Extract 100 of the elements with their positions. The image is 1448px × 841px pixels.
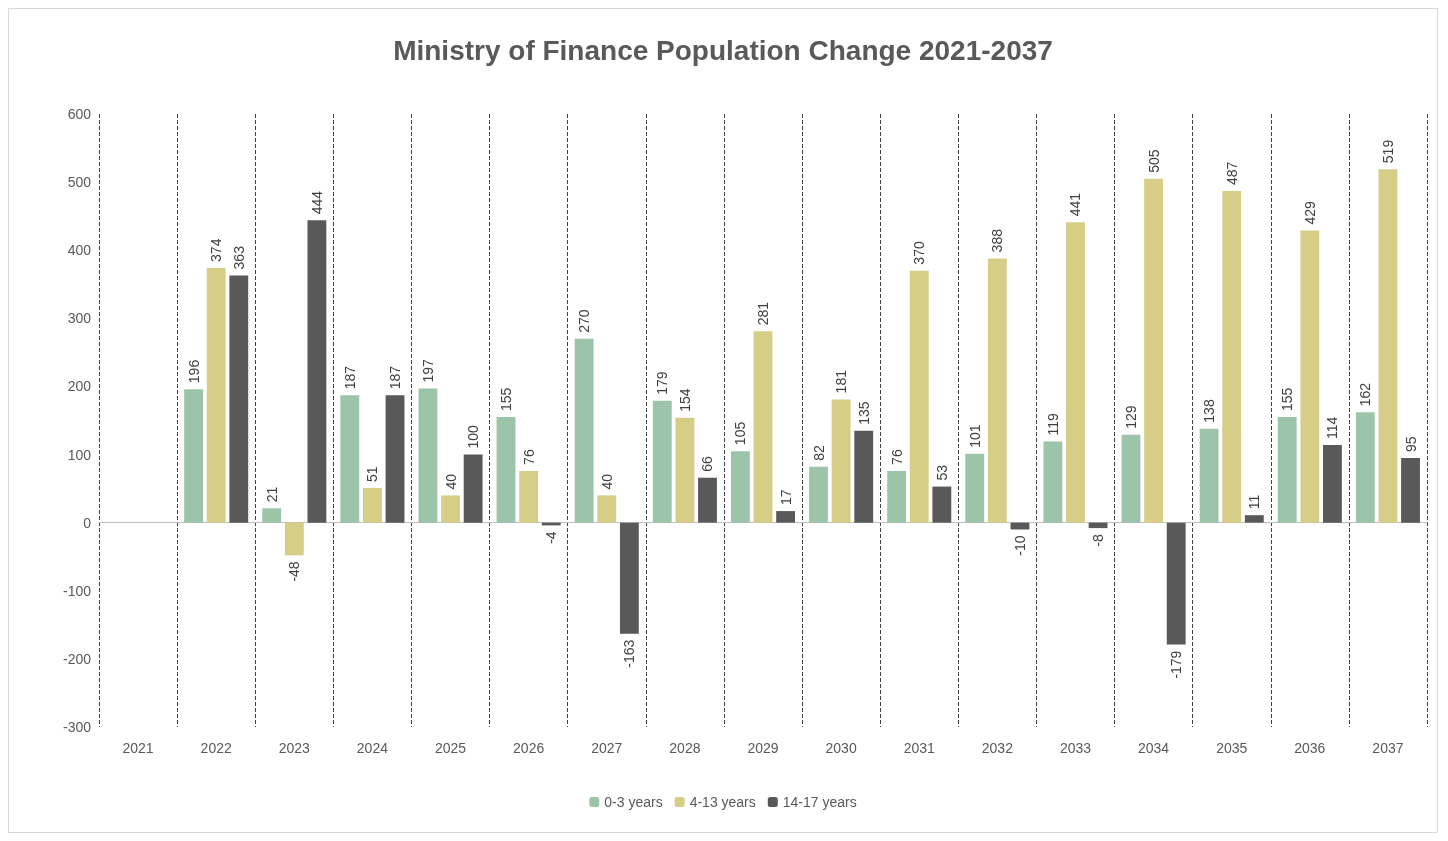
bar [698, 477, 717, 523]
bar [652, 400, 672, 523]
data-label: 100 [465, 424, 482, 449]
legend-label: 0-3 years [604, 794, 663, 810]
bar [184, 389, 203, 523]
data-label: 135 [855, 401, 872, 425]
x-tick-label: 2033 [1059, 740, 1092, 756]
data-label: 155 [1279, 387, 1296, 412]
bar [340, 395, 360, 523]
data-label: 487 [1223, 161, 1240, 185]
bar [1199, 428, 1219, 523]
data-label: 76 [888, 449, 905, 465]
bar [909, 270, 929, 523]
data-label: 441 [1067, 192, 1084, 217]
bar [809, 466, 828, 523]
data-label: 370 [911, 241, 928, 265]
data-label: 40 [442, 473, 459, 490]
data-label: 196 [185, 359, 202, 384]
bar [1323, 445, 1342, 523]
x-tick-label: 2031 [903, 740, 936, 756]
x-tick-label: 2021 [122, 740, 154, 756]
bar [854, 430, 874, 523]
bar [675, 417, 695, 523]
data-label: 429 [1301, 200, 1318, 225]
data-label: 101 [966, 424, 983, 448]
bar [1222, 190, 1242, 523]
x-tick-label: 2030 [825, 740, 857, 756]
data-label: -8 [1090, 533, 1107, 547]
data-label: -10 [1011, 535, 1028, 556]
data-label: 66 [699, 455, 716, 472]
bar [496, 417, 516, 523]
bar [753, 331, 773, 523]
data-label: 95 [1402, 436, 1419, 452]
data-label: 11 [1246, 494, 1263, 510]
bar [831, 399, 851, 523]
bar [1378, 169, 1398, 523]
legend-label: 14-17 years [782, 794, 857, 810]
bar [730, 451, 750, 523]
bar [1300, 230, 1320, 523]
data-label: 187 [341, 365, 358, 390]
x-tick-label: 2032 [981, 740, 1014, 756]
bar [965, 453, 985, 523]
data-label: 281 [755, 301, 771, 326]
data-label: -163 [621, 639, 638, 668]
data-label: 17 [777, 489, 794, 506]
bar [776, 511, 796, 523]
data-label: 388 [989, 228, 1006, 253]
y-tick-label: 0 [83, 514, 92, 531]
y-tick-label: 600 [67, 106, 92, 122]
data-label: 138 [1201, 399, 1218, 423]
bar [1244, 515, 1264, 523]
bar [1066, 222, 1085, 523]
bar [932, 486, 952, 523]
bar [1355, 412, 1375, 523]
x-tick-label: 2025 [434, 740, 467, 756]
data-label: 114 [1324, 416, 1341, 440]
data-label: 76 [520, 449, 537, 465]
data-label: 519 [1379, 139, 1396, 164]
y-tick-label: 500 [67, 174, 92, 191]
y-tick-label: 400 [67, 242, 92, 259]
bar [1144, 178, 1164, 523]
bar [362, 487, 382, 523]
y-tick-label: 200 [67, 378, 92, 395]
bar [385, 395, 405, 523]
bar [597, 495, 617, 523]
data-label: -48 [286, 561, 303, 582]
bar [574, 338, 594, 523]
bar [987, 258, 1007, 523]
data-label: 40 [598, 473, 615, 490]
data-label: 82 [810, 445, 827, 461]
data-label: 119 [1044, 413, 1061, 436]
y-tick-label: -300 [62, 719, 92, 735]
x-tick-label: 2035 [1216, 740, 1248, 756]
data-label: 505 [1145, 149, 1162, 173]
data-label: 374 [208, 238, 225, 262]
x-tick-label: 2029 [747, 740, 779, 756]
bar [887, 470, 907, 523]
data-label: 363 [230, 245, 247, 270]
bar [1121, 434, 1141, 523]
data-label: 21 [263, 486, 280, 503]
y-tick-label: -100 [62, 582, 92, 599]
x-tick-label: 2022 [200, 740, 232, 756]
y-tick-label: -200 [62, 650, 92, 667]
legend-label: 4-13 years [689, 794, 756, 810]
bar [229, 275, 249, 523]
data-label: 51 [364, 466, 381, 482]
x-tick-label: 2034 [1138, 740, 1170, 756]
data-label: 179 [654, 371, 671, 395]
bar [307, 220, 327, 523]
x-tick-label: 2027 [591, 740, 623, 756]
data-label: 154 [676, 388, 693, 412]
x-tick-label: 2028 [669, 740, 701, 756]
bar [284, 522, 304, 556]
x-tick-label: 2023 [278, 740, 311, 756]
bar [1166, 522, 1186, 645]
chart-title: Ministry of Finance Population Change 2021-2037 [393, 34, 1053, 66]
data-label: 155 [498, 387, 515, 412]
x-tick-label: 2037 [1372, 740, 1404, 756]
x-tick-label: 2024 [356, 740, 389, 756]
bar [441, 495, 460, 523]
